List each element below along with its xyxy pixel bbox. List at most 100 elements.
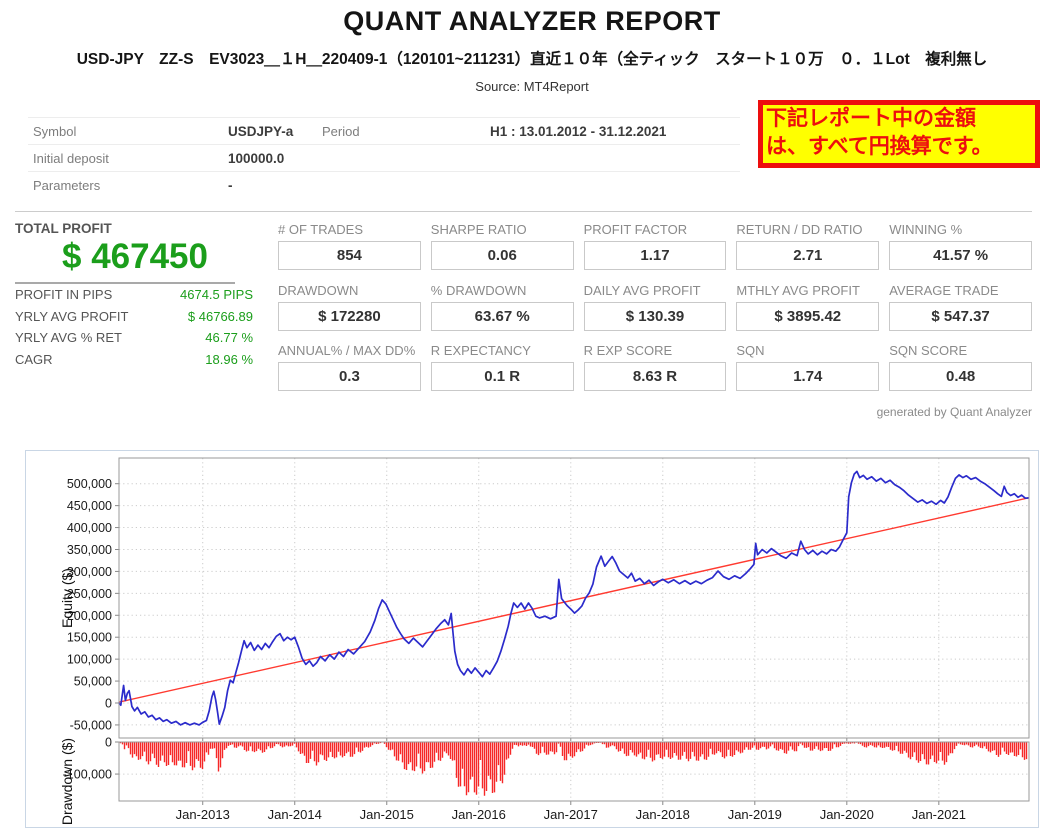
trend-line — [118, 497, 1030, 703]
x-tick-label: Jan-2015 — [360, 807, 414, 822]
summary-row-value: 46.77 % — [205, 330, 253, 345]
stat-daily-avg-profit: DAILY AVG PROFIT $ 130.39 — [583, 282, 727, 343]
report-subtitle: USD-JPY ZZ-S EV3023＿１H＿220409-1（120101~2… — [76, 51, 988, 68]
equity-tick-label: 400,000 — [67, 521, 112, 535]
stat-label: PROFIT FACTOR — [583, 222, 688, 237]
period-value: H1 : 13.01.2012 - 31.12.2021 — [490, 124, 667, 139]
summary-row-value: 4674.5 PIPS — [180, 287, 253, 302]
stat-label: ANNUAL% / MAX DD% — [278, 343, 416, 358]
stat-label: MTHLY AVG PROFIT — [736, 282, 860, 298]
equity-tick-label: 500,000 — [67, 477, 112, 491]
stat-value: 1.17 — [583, 241, 727, 270]
banner-line1: 下記レポート中の金額 — [766, 107, 976, 130]
source-line: Source: MT4Report — [475, 79, 589, 94]
drawdown-tick-label: 0 — [105, 736, 112, 750]
drawdown-tick-label: -100,000 — [63, 768, 112, 782]
equity-chart-panel: 500,000 450,000 400,000 350,000 300,000 250,0… — [25, 450, 1039, 828]
equity-axis-title: Equity ($) — [59, 568, 75, 628]
stat-value: 1.74 — [736, 362, 880, 391]
equity-tick-label: 250,000 — [67, 587, 112, 601]
x-tick-label: Jan-2021 — [912, 807, 966, 822]
info-row-initial-deposit: Initial deposit 100000.0 — [28, 144, 740, 171]
symbol-value: USDJPY-a — [228, 124, 294, 139]
stat-label: SHARPE RATIO — [430, 222, 527, 237]
parameters-label: Parameters — [33, 178, 101, 193]
drawdown-bars — [119, 742, 1028, 796]
stat-value: 0.06 — [430, 241, 574, 270]
stat-label: AVERAGE TRADE — [889, 282, 999, 298]
total-profit-label: TOTAL PROFIT — [15, 221, 112, 236]
stat-label: R EXPECTANCY — [430, 343, 531, 358]
summary-rows: PROFIT IN PIPS 4674.5 PIPS YRLY AVG PROFIT… — [15, 284, 255, 370]
x-tick-label: Jan-2014 — [268, 807, 322, 822]
stat-sharpe-ratio: SHARPE RATIO 0.06 — [430, 221, 574, 282]
drawdown-axis-title: Drawdown ($) — [59, 738, 75, 825]
stat-average-trade: AVERAGE TRADE $ 547.37 — [889, 282, 1032, 343]
stat-profit-factor: PROFIT FACTOR 1.17 — [583, 221, 727, 282]
summary-row-cagr: CAGR 18.96 % — [15, 349, 253, 371]
symbol-label: Symbol — [33, 124, 77, 139]
summary-row-label: CAGR — [15, 351, 53, 367]
statistics-grid: # OF TRADES 854 SHARPE RATIO 0.06 PROFIT FAC… — [278, 221, 1032, 403]
equity-drawdown-chart: 500,000 450,000 400,000 350,000 300,000 250,0… — [59, 457, 1030, 825]
stat-return-dd-ratio: RETURN / DD RATIO 2.71 — [736, 221, 880, 282]
stat-value: 0.3 — [278, 362, 421, 391]
summary-row-profit-in-pips: PROFIT IN PIPS 4674.5 PIPS — [15, 284, 253, 306]
summary-row-label: YRLY AVG % RET — [15, 330, 122, 345]
info-row-parameters: Parameters - — [28, 171, 740, 198]
stat-winning: WINNING % 41.57 % — [889, 221, 1032, 282]
stat-label: DRAWDOWN — [278, 282, 359, 298]
summary-row-label: YRLY AVG PROFIT — [15, 308, 129, 324]
x-tick-label: Jan-2016 — [452, 807, 506, 822]
jpy-conversion-banner: 下記レポート中の金額 は、すべて円換算です。 — [758, 100, 1040, 168]
summary-divider — [15, 282, 235, 284]
stat-value: 63.67 % — [430, 301, 574, 331]
generated-by-note: generated by Quant Analyzer — [876, 405, 1032, 419]
stat-label: # OF TRADES — [278, 222, 364, 237]
banner-line2: は、すべて円換算です。 — [766, 135, 993, 158]
stat-value: $ 3895.42 — [736, 301, 880, 331]
equity-plot-border — [118, 457, 1030, 739]
stat-value: 2.71 — [736, 241, 880, 270]
x-tick-label: Jan-2018 — [636, 807, 690, 822]
stat-mthly-avg-profit: MTHLY AVG PROFIT $ 3895.42 — [736, 282, 880, 343]
initial-deposit-value: 100000.0 — [228, 151, 285, 166]
stat-drawdown: % DRAWDOWN 63.67 % — [430, 282, 574, 343]
summary-row-value: 18.96 % — [205, 351, 253, 367]
summary-row-yrly-avg-ret: YRLY AVG % RET 46.77 % — [15, 327, 253, 349]
stat-value: 0.48 — [889, 362, 1032, 391]
stat-label: WINNING % — [889, 222, 963, 237]
total-profit-summary: TOTAL PROFIT $ 467450 PROFIT IN PIPS 4674… — [15, 221, 255, 370]
drawdown-plot-border — [118, 741, 1030, 802]
summary-row-value: $ 46766.89 — [187, 308, 253, 324]
equity-tick-label: 50,000 — [74, 675, 112, 689]
stat-sqn-score: SQN SCORE 0.48 — [889, 342, 1032, 403]
equity-line — [118, 470, 1029, 726]
equity-tick-label: 150,000 — [67, 631, 112, 645]
backtest-info-table: Symbol USDJPY-a Period H1 : 13.01.2012 -… — [28, 117, 740, 198]
equity-tick-label: 0 — [105, 697, 112, 711]
period-label: Period — [322, 124, 360, 139]
info-row-symbol: Symbol USDJPY-a Period H1 : 13.01.2012 -… — [28, 117, 740, 144]
stat-sqn: SQN 1.74 — [736, 342, 880, 403]
stat-label: % DRAWDOWN — [430, 282, 527, 298]
equity-tick-label: 350,000 — [67, 543, 112, 557]
stat-label: R EXP SCORE — [583, 343, 673, 358]
equity-tick-label: 450,000 — [67, 499, 112, 513]
stat-value: 8.63 R — [583, 362, 727, 391]
stat-value: 0.1 R — [430, 362, 574, 391]
initial-deposit-label: Initial deposit — [33, 151, 109, 166]
parameters-value: - — [228, 178, 233, 193]
summary-row-yrly-avg-profit: YRLY AVG PROFIT $ 46766.89 — [15, 306, 253, 328]
stat-label: DAILY AVG PROFIT — [583, 282, 701, 298]
stat-label: SQN — [736, 343, 765, 358]
stat-r-exp-score: R EXP SCORE 8.63 R — [583, 342, 727, 403]
summary-row-label: PROFIT IN PIPS — [15, 287, 113, 302]
x-tick-label: Jan-2019 — [728, 807, 782, 822]
equity-tick-label: 100,000 — [67, 653, 112, 667]
equity-tick-label: -50,000 — [70, 718, 112, 732]
stat-label: RETURN / DD RATIO — [736, 222, 863, 237]
total-profit-value: $ 467450 — [62, 237, 208, 276]
stat-annual-max-dd: ANNUAL% / MAX DD% 0.3 — [278, 342, 421, 403]
equity-tick-label: 300,000 — [67, 565, 112, 579]
